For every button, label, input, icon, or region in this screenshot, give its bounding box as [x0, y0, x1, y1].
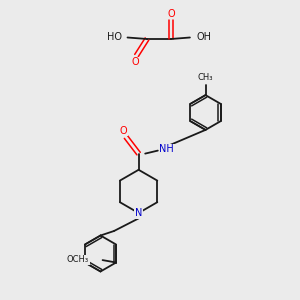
Text: OCH₃: OCH₃ — [67, 255, 89, 264]
Text: O: O — [167, 9, 175, 19]
Text: O: O — [120, 125, 128, 136]
Text: O: O — [131, 57, 139, 67]
Text: CH₃: CH₃ — [198, 73, 213, 82]
Text: N: N — [135, 208, 142, 218]
Text: HO: HO — [107, 32, 122, 42]
Text: NH: NH — [159, 144, 174, 154]
Text: OH: OH — [196, 32, 211, 42]
